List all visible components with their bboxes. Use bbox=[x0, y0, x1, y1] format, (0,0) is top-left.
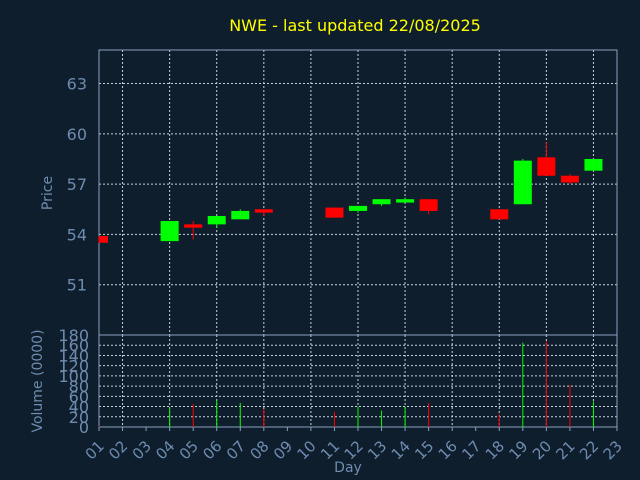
candle bbox=[419, 199, 438, 215]
candle bbox=[490, 209, 509, 220]
candle-body bbox=[513, 160, 532, 205]
volume-tick-label: 140 bbox=[58, 346, 89, 365]
volume-tick-label: 120 bbox=[58, 357, 89, 376]
candle-body bbox=[537, 157, 556, 176]
candle-body bbox=[231, 210, 250, 220]
volume-tick-label: 60 bbox=[69, 387, 89, 406]
candle bbox=[537, 142, 556, 176]
price-axis-label: Price bbox=[40, 176, 56, 210]
candle bbox=[160, 221, 179, 242]
volume-tick-label: 40 bbox=[69, 398, 89, 417]
candle bbox=[231, 209, 250, 220]
volume-tick-label: 180 bbox=[58, 326, 89, 345]
candle bbox=[207, 215, 226, 228]
price-panel: 51 54 57 60 63 bbox=[67, 49, 618, 336]
candle-body bbox=[584, 158, 603, 171]
volume-tick-label: 100 bbox=[58, 367, 89, 386]
candle-body bbox=[99, 236, 108, 243]
candle bbox=[98, 236, 108, 243]
candle bbox=[584, 158, 603, 171]
candle-body bbox=[325, 207, 344, 218]
x-axis-label: Day bbox=[334, 460, 362, 476]
price-tick-label: 60 bbox=[67, 125, 87, 144]
candle-body bbox=[207, 215, 226, 225]
volume-tick-label: 80 bbox=[69, 377, 89, 396]
candle-body bbox=[254, 209, 273, 213]
candle-body bbox=[396, 199, 415, 203]
price-tick-label: 57 bbox=[67, 175, 87, 194]
price-tick-label: 51 bbox=[67, 276, 87, 295]
candle bbox=[372, 199, 391, 206]
candle bbox=[254, 209, 273, 216]
volume-tick-label: 0 bbox=[79, 418, 89, 437]
volume-axis-label: Volume (0000) bbox=[30, 329, 46, 432]
candle-body bbox=[184, 224, 203, 228]
candle-body bbox=[490, 209, 509, 220]
candle bbox=[184, 221, 203, 240]
price-tick-label: 63 bbox=[67, 75, 87, 94]
volume-tick-label: 20 bbox=[69, 408, 89, 427]
candle-body bbox=[160, 221, 179, 242]
chart-title: NWE - last updated 22/08/2025 bbox=[229, 16, 481, 35]
candle bbox=[560, 174, 579, 185]
candle-body bbox=[419, 199, 438, 211]
price-tick-label: 54 bbox=[67, 225, 87, 244]
candle-body bbox=[560, 175, 579, 183]
candle-body bbox=[372, 199, 391, 205]
volume-tick-label: 160 bbox=[58, 336, 89, 355]
candle-body bbox=[349, 205, 367, 211]
candle bbox=[325, 207, 344, 218]
candle bbox=[349, 205, 367, 213]
candle bbox=[513, 158, 532, 205]
candle bbox=[396, 197, 415, 203]
